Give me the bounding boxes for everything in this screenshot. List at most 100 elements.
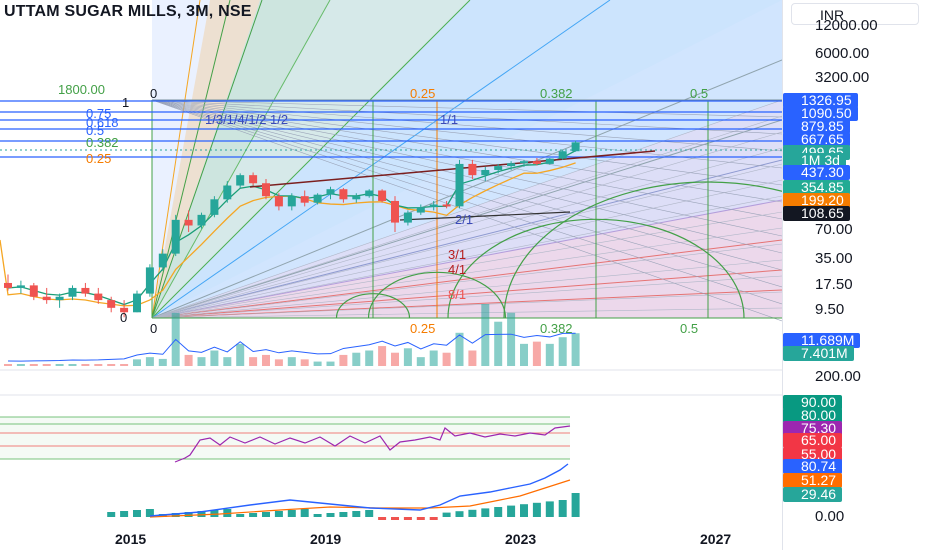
gann-grid-line	[151, 99, 782, 254]
histogram-bar	[171, 513, 180, 517]
price-badge: 80.00	[783, 408, 843, 423]
candle-body	[94, 293, 103, 301]
histogram-bar	[133, 510, 141, 517]
gann-top-label: 0.5	[690, 86, 709, 101]
candle-body	[391, 200, 399, 223]
volume-bar	[120, 364, 129, 366]
fib-level-label: 0.25	[86, 151, 112, 166]
price-badge: 29.46	[783, 487, 843, 502]
time-axis-label: 2019	[310, 531, 342, 547]
price-badge: 7.401M	[783, 346, 854, 361]
candle-body	[158, 253, 167, 268]
histogram-bar	[545, 501, 554, 517]
gann-fan-ray	[151, 199, 782, 319]
volume-bar	[107, 364, 116, 366]
rsi-band	[0, 417, 570, 459]
gann-fan-wedge	[152, 0, 782, 318]
time-axis-label: 2015	[115, 531, 147, 547]
gann-grid-line	[151, 99, 782, 152]
price-badge: 354.85	[783, 180, 850, 195]
histogram-bar	[145, 509, 154, 517]
price-tick-label: 200.00	[815, 368, 861, 385]
candle-body	[236, 175, 245, 186]
candle-body	[120, 307, 129, 313]
candle-body	[287, 196, 296, 207]
volume-bar	[558, 337, 567, 366]
gann-grid-line	[151, 275, 782, 319]
gann-grid-line	[151, 99, 782, 271]
gann-fan-ray	[151, 159, 782, 319]
gann-fan-ray	[151, 269, 782, 319]
price-scale[interactable]: INR 12000.00 6000.00 3200.00 70.00 35.00 17.5…	[782, 0, 932, 550]
candle-body	[81, 287, 90, 294]
gann-fan-label: 1/1	[440, 112, 459, 127]
gann-grid-line	[151, 307, 782, 319]
price-chart[interactable]	[0, 0, 782, 550]
volume-bar	[197, 357, 206, 366]
candle-body	[210, 199, 219, 215]
volume-bar	[391, 352, 399, 366]
gann-fan-ray	[151, 0, 263, 319]
currency-button[interactable]: INR	[791, 3, 919, 25]
fib-level-label: 0.5	[86, 123, 105, 138]
gann-arc	[503, 181, 782, 319]
gann-grid-line	[151, 179, 782, 319]
volume-bar	[313, 361, 322, 366]
candle-body	[365, 190, 374, 197]
gann-grid-line	[151, 243, 782, 319]
volume-bar	[16, 364, 25, 366]
gann-grid-line	[151, 99, 782, 305]
histogram-bar	[210, 510, 219, 517]
volume-bar	[158, 358, 167, 366]
gann-grid-line	[151, 259, 782, 319]
volume-bar	[4, 364, 12, 366]
histogram-bar	[236, 514, 245, 517]
volume-bar	[365, 350, 374, 366]
gann-grid-line	[151, 131, 782, 319]
price-badge: 199.20	[783, 193, 850, 208]
fib-level-label: 0.75	[86, 106, 112, 121]
volume-bar	[378, 346, 387, 366]
histogram-bar	[507, 505, 516, 517]
gann-top-label: 0	[150, 86, 158, 101]
candle-body	[507, 163, 516, 167]
trend-line	[249, 150, 656, 188]
price-badge: 65.00	[783, 433, 843, 448]
volume-bar	[29, 364, 38, 366]
price-badge: 667.65	[783, 132, 850, 147]
candle-body	[494, 166, 503, 170]
candle-body	[403, 212, 412, 223]
candle-body	[571, 142, 580, 152]
gann-arc	[367, 271, 507, 319]
volume-bar	[236, 343, 245, 366]
price-tick-label: 70.00	[815, 221, 853, 238]
volume-bar	[455, 332, 464, 366]
histogram-bar	[571, 493, 580, 517]
gann-top-label: 0.382	[540, 86, 573, 101]
candle-body	[339, 189, 348, 200]
candle-body	[455, 163, 464, 207]
candle-body	[107, 300, 116, 308]
gann-bottom-label: 0.382	[540, 321, 573, 336]
price-tick-label: 12000.00	[815, 17, 878, 34]
price-tick-label: 3200.00	[815, 69, 870, 86]
candle-body	[184, 219, 193, 226]
chart-area[interactable]: UTTAM SUGAR MILLS, 3M, NSE 1800.00 1 0.75 0…	[0, 0, 782, 550]
candle-body	[442, 204, 451, 207]
gann-fan-ray	[151, 119, 782, 319]
histogram-bar	[339, 512, 348, 517]
fib-level-label: 1	[122, 95, 130, 110]
volume-bar	[94, 364, 103, 366]
gann-arc	[335, 293, 411, 319]
candle-body	[197, 214, 206, 226]
volume-bar	[249, 357, 258, 366]
symbol-title[interactable]: UTTAM SUGAR MILLS, 3M, NSE	[4, 3, 252, 20]
candle-body	[274, 196, 283, 207]
histogram-bar	[287, 510, 296, 517]
candle-body	[68, 287, 77, 297]
candle-body	[55, 296, 64, 301]
candle-body	[429, 204, 438, 208]
gann-fan-label: 3/1	[448, 247, 467, 262]
histogram-bar	[249, 513, 258, 517]
candle-body	[300, 196, 309, 203]
